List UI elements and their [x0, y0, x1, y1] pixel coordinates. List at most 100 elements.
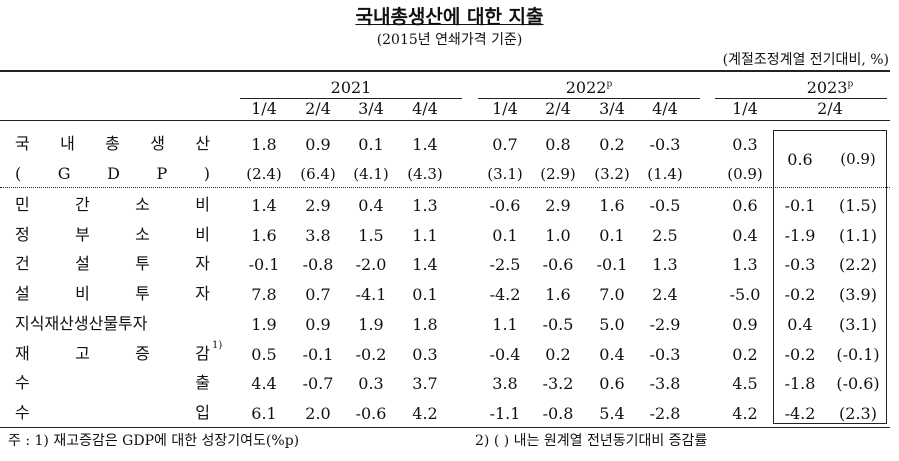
cell: 1.3: [732, 255, 758, 275]
cell: 1.5: [358, 225, 384, 245]
cell: 4.4: [251, 374, 277, 394]
rule: [715, 98, 887, 99]
cell: (3.1): [487, 165, 523, 183]
cell: -0.2: [784, 285, 816, 305]
cell: 0.6: [599, 374, 625, 394]
cell: (-0.1): [836, 344, 880, 364]
year-header: 2023p: [780, 80, 880, 96]
prelim-mark: p: [606, 79, 613, 90]
quarter-header: 2/4: [545, 99, 571, 118]
footnote-mark: 1): [212, 339, 223, 351]
cell: 0.1: [358, 135, 384, 154]
cell: -0.2: [784, 344, 816, 364]
quarter-header: 3/4: [358, 99, 384, 118]
cell: -0.3: [784, 255, 816, 275]
cell: 0.7: [305, 285, 331, 305]
cell: 0.5: [251, 344, 277, 364]
cell: 1.0: [545, 225, 571, 245]
cell: 1.4: [412, 135, 438, 154]
cell: -1.1: [489, 403, 521, 423]
unit: (계절조정계열 전기대비, %): [722, 52, 889, 68]
row-label: 국 내 총 생 산: [15, 134, 210, 153]
cell: (1.5): [839, 196, 877, 215]
highlight-box: [773, 130, 887, 424]
cell: 1.8: [251, 135, 277, 154]
cell: 1.8: [412, 314, 438, 334]
cell: 0.1: [412, 285, 438, 305]
cell: -0.1: [596, 255, 628, 275]
cell: 5.0: [599, 314, 625, 334]
cell: -0.8: [302, 255, 334, 275]
cell: 2.9: [545, 196, 571, 215]
cell: (1.4): [647, 165, 683, 183]
cell: -3.8: [649, 374, 681, 394]
rule: [0, 187, 890, 188]
cell: 7.8: [251, 285, 277, 305]
cell: 0.2: [732, 344, 758, 364]
year: 2022: [565, 78, 607, 97]
cell: 0.4: [787, 314, 813, 334]
cell: 0.9: [305, 135, 331, 154]
cell: -2.0: [355, 255, 387, 275]
cell: 1.6: [599, 196, 625, 215]
row-label: 수 입: [15, 402, 210, 422]
quarter-header: 1/4: [251, 99, 277, 118]
cell: -0.1: [784, 196, 816, 215]
cell: 4.2: [412, 403, 438, 423]
cell: -4.2: [784, 403, 816, 423]
cell: -0.5: [542, 314, 574, 334]
cell: (2.9): [540, 165, 576, 183]
row-label: 재 고 증 감: [15, 343, 210, 363]
rule: [0, 120, 890, 121]
cell: -1.8: [784, 374, 816, 394]
cell: -5.0: [729, 285, 761, 305]
cell: 2.0: [305, 403, 331, 423]
year: 2023: [806, 78, 848, 97]
cell: 3.8: [492, 374, 518, 394]
cell: (4.1): [353, 165, 389, 183]
cell: 6.1: [251, 403, 277, 423]
row-label: 지식재산생산물투자: [15, 313, 148, 333]
cell: 0.3: [732, 135, 758, 154]
note: 주 : 1) 재고증감은 GDP에 대한 성장기여도(%p): [8, 433, 300, 449]
cell: -0.4: [489, 344, 521, 364]
cell: 0.2: [599, 135, 625, 154]
rule: [0, 70, 890, 72]
cell: 0.6: [732, 196, 758, 215]
note: 2) ( ) 내는 원계열 전년동기대비 증감률: [475, 433, 708, 449]
cell: 2.9: [305, 196, 331, 215]
cell: 5.4: [599, 403, 625, 423]
cell: 2.4: [652, 285, 678, 305]
cell: 0.9: [732, 314, 758, 334]
quarter-header: 1/4: [492, 99, 518, 118]
cell: -0.7: [302, 374, 334, 394]
cell: 2.5: [652, 225, 678, 245]
cell: 0.9: [305, 314, 331, 334]
rule: [0, 427, 890, 428]
cell: (1.1): [839, 225, 877, 245]
cell: 4.2: [732, 403, 758, 423]
cell: 0.1: [599, 225, 625, 245]
cell: -0.6: [489, 196, 521, 215]
quarter-header: 2/4: [817, 99, 843, 118]
cell: 4.5: [732, 374, 758, 394]
cell: (0.9): [840, 150, 876, 168]
year: 2021: [330, 78, 372, 97]
prelim-mark: p: [847, 79, 854, 90]
year-header: 2022p: [539, 80, 639, 96]
cell: -2.9: [649, 314, 681, 334]
cell: -0.3: [649, 135, 681, 154]
year-header: 2021: [301, 80, 401, 96]
rule: [478, 98, 700, 99]
cell: -2.5: [489, 255, 521, 275]
cell: 0.1: [492, 225, 518, 245]
cell: -0.8: [542, 403, 574, 423]
cell: -0.3: [649, 344, 681, 364]
row-label: 정 부 소 비: [15, 224, 210, 244]
cell: 0.4: [358, 196, 384, 215]
cell: (2.2): [839, 255, 877, 275]
row-label: ( G D P ): [15, 164, 210, 183]
cell: 1.4: [251, 196, 277, 215]
cell: 3.7: [412, 374, 438, 394]
cell: (2.4): [246, 165, 282, 183]
